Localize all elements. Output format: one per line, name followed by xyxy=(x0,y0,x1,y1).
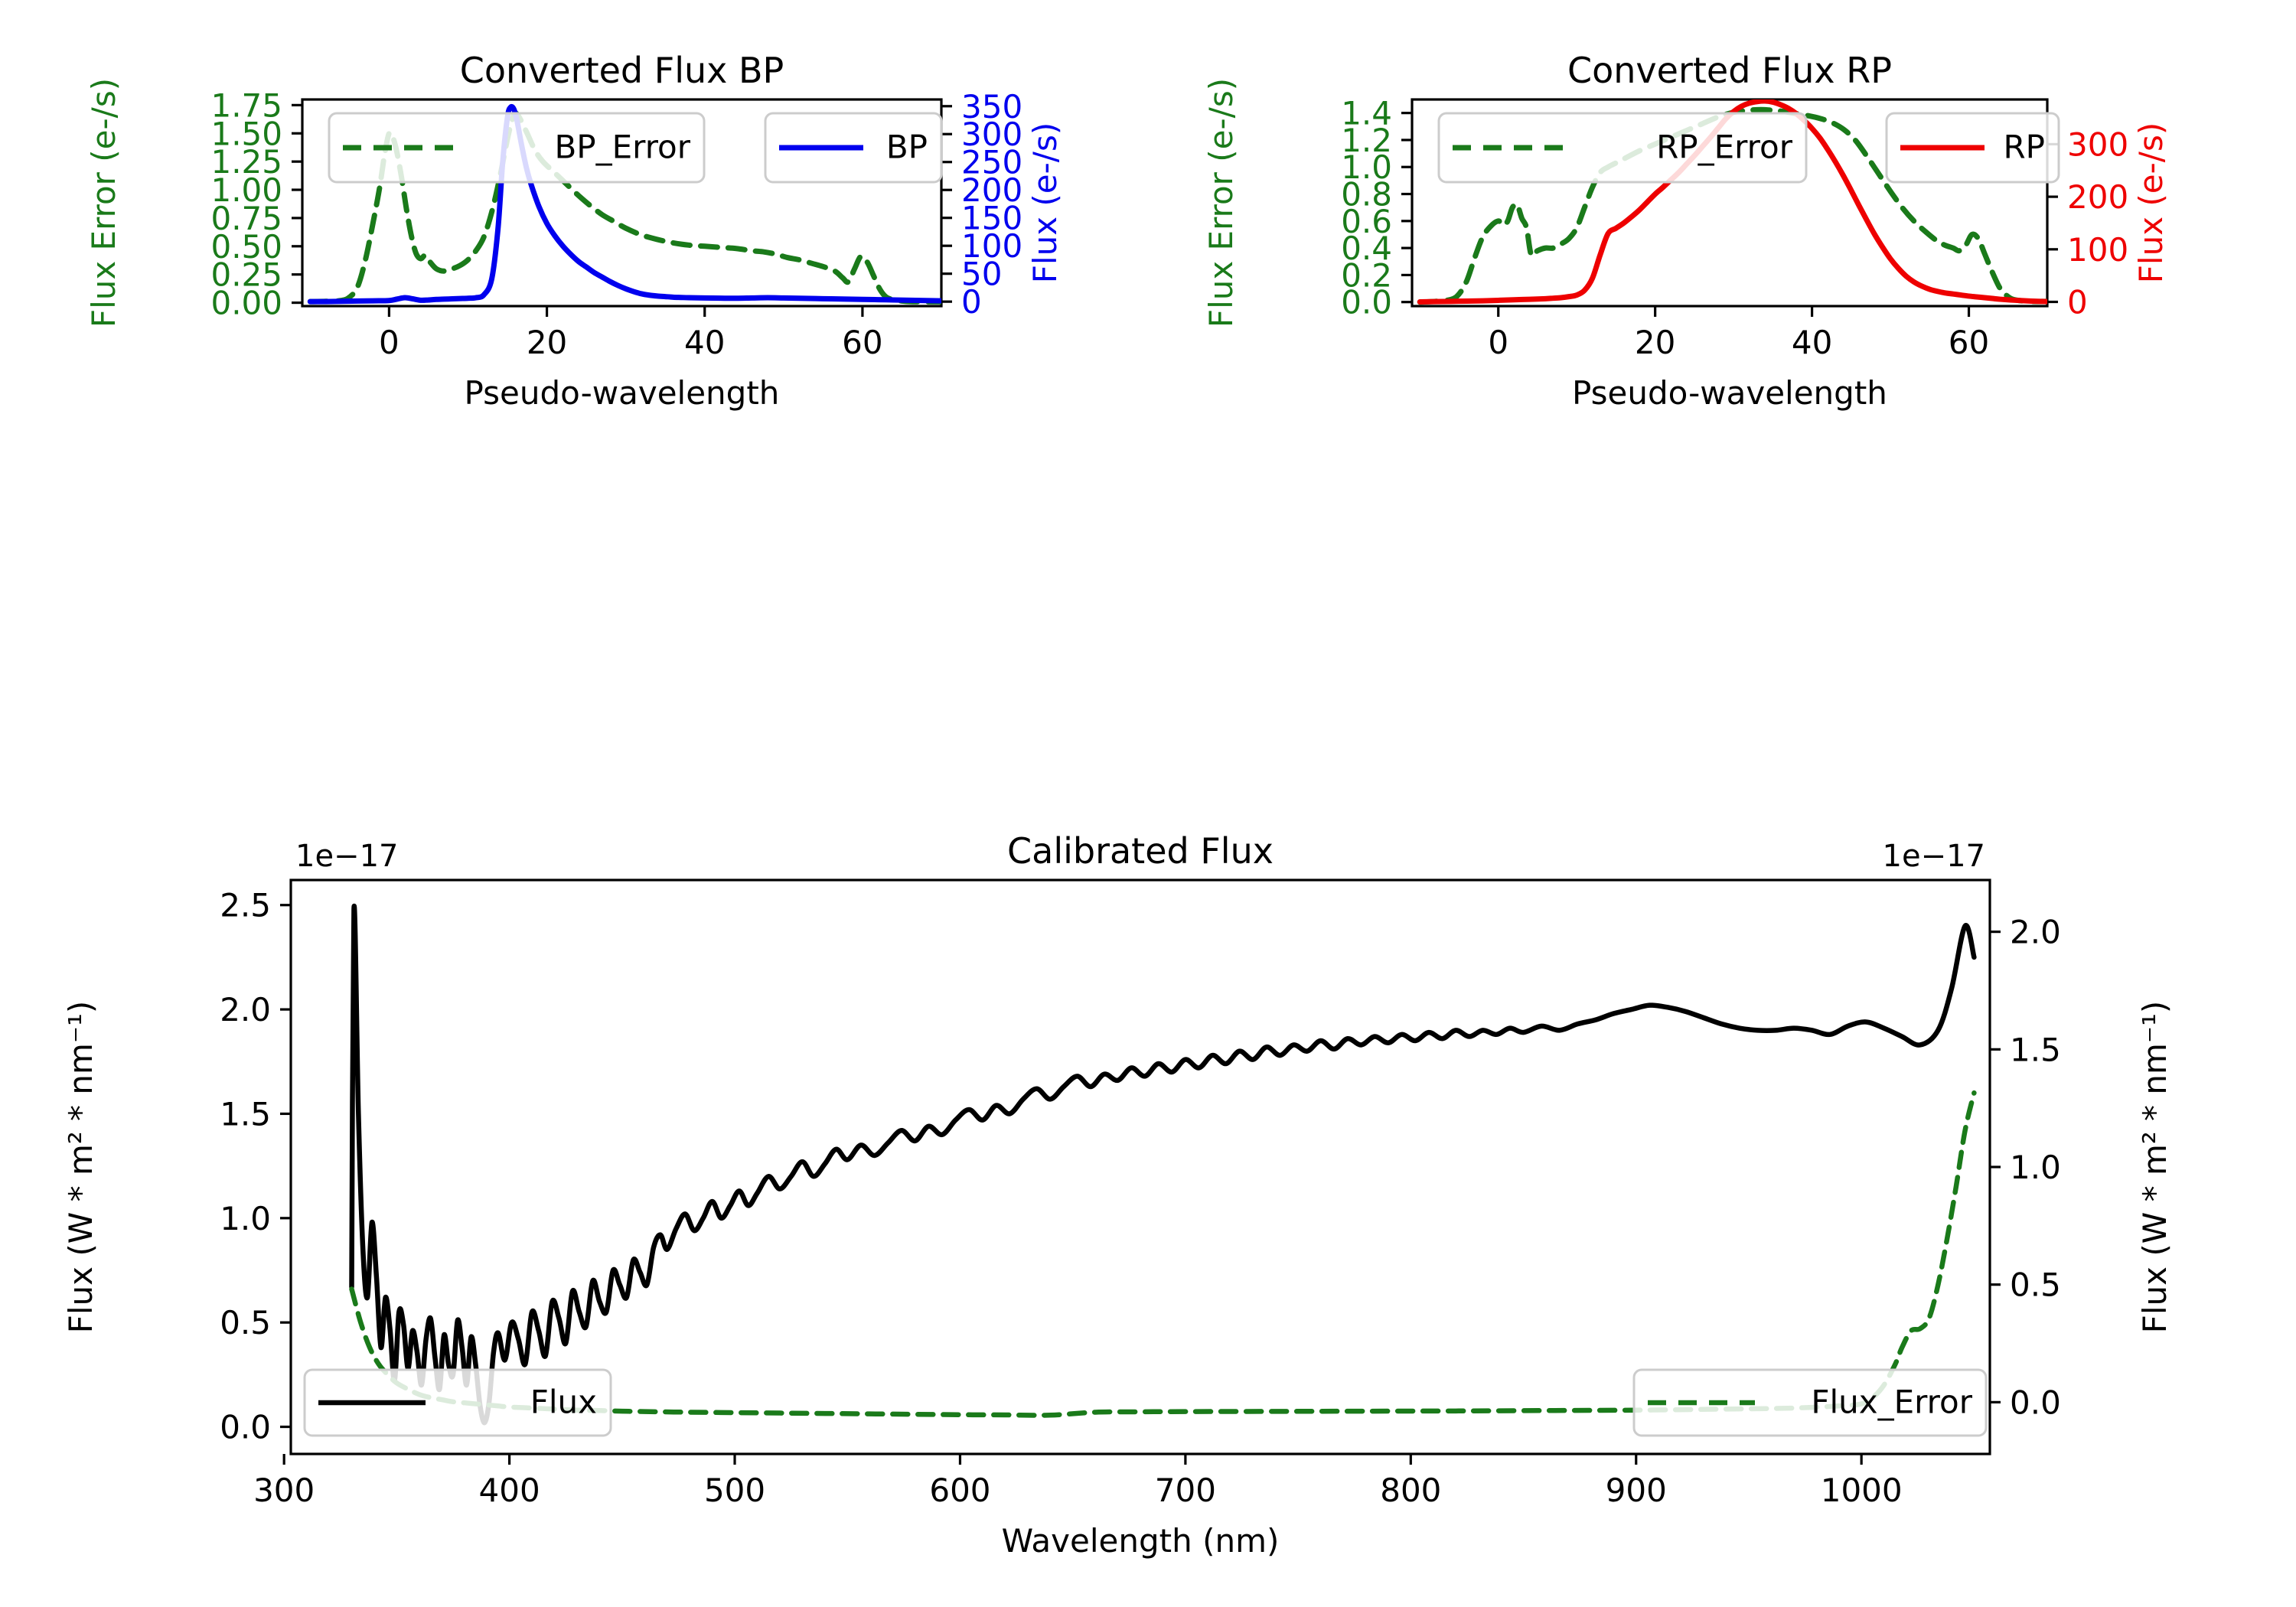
y2-axis-offset-label: 1e−17 xyxy=(1883,839,1985,874)
x-tick-label: 300 xyxy=(253,1472,315,1509)
y-tick-label: 0.2 xyxy=(1341,256,1392,294)
x-tick-label: 800 xyxy=(1380,1472,1441,1509)
x-axis-label: Pseudo-wavelength xyxy=(465,374,780,412)
x-tick-label: 400 xyxy=(479,1472,540,1509)
x-axis-label: Pseudo-wavelength xyxy=(1572,374,1887,412)
y-axis-offset-label: 1e−17 xyxy=(295,839,398,874)
y2-tick-label: 250 xyxy=(961,144,1022,181)
series-line-flux xyxy=(349,904,1977,1426)
y-tick-label: 0.5 xyxy=(220,1304,271,1341)
y2-axis-label: Flux (e-/s) xyxy=(1026,122,1064,283)
legend-label-flux: Flux xyxy=(530,1384,597,1421)
series-line-bp xyxy=(307,103,941,305)
series-line-rp xyxy=(1417,99,2047,305)
legend-label-rp-error: RP_Error xyxy=(1656,129,1793,166)
legend-label-bp-error: BP_Error xyxy=(554,129,690,166)
y2-tick-label: 300 xyxy=(2067,125,2128,163)
x-tick-label: 500 xyxy=(704,1472,765,1509)
y-tick-label: 1.2 xyxy=(1341,122,1392,159)
x-tick-label: 600 xyxy=(929,1472,990,1509)
y2-tick-label: 2.0 xyxy=(2010,914,2061,951)
y2-tick-label: 100 xyxy=(2067,231,2128,269)
x-tick-label: 60 xyxy=(1949,324,1989,361)
y-axis-label: Flux (W * m² * nm⁻¹) xyxy=(62,1001,99,1334)
x-tick-label: 60 xyxy=(842,324,882,361)
chart-title: Converted Flux BP xyxy=(460,50,784,91)
x-tick-label: 1000 xyxy=(1821,1472,1903,1509)
y2-tick-label: 200 xyxy=(2067,178,2128,216)
x-tick-label: 700 xyxy=(1155,1472,1216,1509)
panel-converted-flux-rp: Converted Flux RP 0 20 40 60 Pseudo-wavelengt… xyxy=(1148,50,2296,444)
chart-title: Converted Flux RP xyxy=(1567,50,1892,91)
y2-tick-label: 0 xyxy=(2067,284,2088,321)
y2-tick-label: 200 xyxy=(961,171,1022,209)
y2-tick-label: 50 xyxy=(961,256,1002,293)
y-tick-label: 1.75 xyxy=(210,86,282,124)
legend-label-flux-error: Flux_Error xyxy=(1811,1384,1972,1421)
panel-calibrated-flux: Calibrated Flux 300 400 500 600 700 800 900 1000… xyxy=(0,826,2296,1607)
y2-tick-label: 1.0 xyxy=(2010,1149,2061,1186)
y2-axis-label: Flux (W * m² * nm⁻¹) xyxy=(2136,1001,2174,1334)
y-tick-label: 1.5 xyxy=(220,1095,271,1133)
y-tick-label: 0.6 xyxy=(1341,203,1392,240)
panel-converted-flux-bp: Converted Flux BP 0 20 40 60 Pseudo-wavelengt… xyxy=(0,50,1194,444)
legend-label-rp: RP xyxy=(2003,129,2045,166)
legend-flux[interactable]: Flux xyxy=(303,1368,612,1437)
legend-bp[interactable]: BP xyxy=(764,112,943,184)
y-tick-label: 1.0 xyxy=(1341,148,1392,186)
x-tick-label: 40 xyxy=(684,324,725,361)
legend-rp[interactable]: RP xyxy=(1885,112,2060,184)
y-tick-label: 1.25 xyxy=(210,143,282,181)
y2-tick-label: 350 xyxy=(961,88,1022,125)
y-tick-label: 0.8 xyxy=(1341,176,1392,214)
y-tick-label: 0.50 xyxy=(210,228,282,266)
x-tick-label: 0 xyxy=(379,324,400,361)
y-tick-label: 0.25 xyxy=(210,256,282,294)
y2-tick-label: 150 xyxy=(961,200,1022,237)
legend-bp-error[interactable]: BP_Error xyxy=(328,112,706,184)
y-axis-label: Flux Error (e-/s) xyxy=(1202,78,1240,328)
legend-flux-error[interactable]: Flux_Error xyxy=(1632,1368,1988,1437)
legend-label-bp: BP xyxy=(886,129,928,166)
plot-frame xyxy=(1411,98,2049,308)
chart-title: Calibrated Flux xyxy=(1007,830,1274,872)
x-tick-label: 20 xyxy=(1635,324,1675,361)
plot-frame xyxy=(301,98,943,308)
y-tick-label: 2.0 xyxy=(220,991,271,1028)
y-tick-label: 0.00 xyxy=(210,285,282,322)
y2-tick-label: 0.0 xyxy=(2010,1384,2061,1421)
plot-frame xyxy=(289,878,1991,1455)
y-tick-label: 0.4 xyxy=(1341,230,1392,267)
x-axis-label: Wavelength (nm) xyxy=(1002,1522,1280,1560)
y-tick-label: 0.0 xyxy=(1341,284,1392,321)
y-tick-label: 0.0 xyxy=(220,1409,271,1446)
y2-tick-label: 0 xyxy=(961,283,982,321)
x-tick-label: 40 xyxy=(1792,324,1832,361)
x-tick-label: 900 xyxy=(1606,1472,1667,1509)
legend-rp-error[interactable]: RP_Error xyxy=(1437,112,1808,184)
x-tick-label: 0 xyxy=(1488,324,1508,361)
y-tick-label: 1.00 xyxy=(210,171,282,209)
y-tick-label: 1.0 xyxy=(220,1200,271,1237)
y-tick-label: 1.50 xyxy=(210,115,282,152)
y2-tick-label: 300 xyxy=(961,116,1022,153)
y2-tick-label: 100 xyxy=(961,227,1022,265)
y-tick-label: 2.5 xyxy=(220,887,271,924)
x-tick-label: 20 xyxy=(527,324,567,361)
series-line-flux_error xyxy=(349,1090,1977,1418)
y2-axis-label: Flux (e-/s) xyxy=(2132,122,2170,283)
y-tick-label: 0.75 xyxy=(210,200,282,237)
y2-tick-label: 0.5 xyxy=(2010,1266,2061,1304)
y2-tick-label: 1.5 xyxy=(2010,1031,2061,1068)
y-axis-label: Flux Error (e-/s) xyxy=(85,78,122,328)
y-tick-label: 1.4 xyxy=(1341,95,1392,132)
